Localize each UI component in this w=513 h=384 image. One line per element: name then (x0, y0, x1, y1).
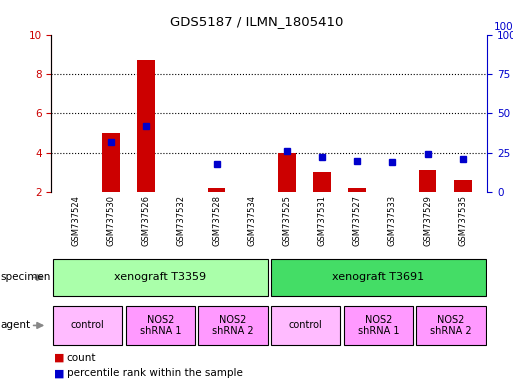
Bar (271, 259, 485, 296)
Bar (454, 180, 471, 192)
Text: specimen: specimen (1, 272, 51, 283)
Text: control: control (71, 320, 105, 331)
Bar (137, 60, 155, 192)
Text: ■: ■ (54, 368, 64, 378)
Bar (208, 188, 225, 192)
Text: ■: ■ (54, 353, 64, 363)
Text: xenograft T3359: xenograft T3359 (114, 272, 206, 283)
Text: agent: agent (1, 320, 31, 331)
Text: percentile rank within the sample: percentile rank within the sample (67, 368, 243, 378)
Text: GDS5187 / ILMN_1805410: GDS5187 / ILMN_1805410 (170, 15, 343, 28)
Bar (53, 259, 267, 296)
Bar (53, 306, 122, 345)
Bar (348, 188, 366, 192)
Bar (344, 306, 413, 345)
Text: NOS2
shRNA 2: NOS2 shRNA 2 (212, 314, 254, 336)
Text: control: control (289, 320, 323, 331)
Text: NOS2
shRNA 1: NOS2 shRNA 1 (140, 314, 181, 336)
Text: NOS2
shRNA 2: NOS2 shRNA 2 (430, 314, 472, 336)
Text: xenograft T3691: xenograft T3691 (332, 272, 424, 283)
Text: NOS2
shRNA 1: NOS2 shRNA 1 (358, 314, 399, 336)
Bar (271, 306, 340, 345)
Bar (419, 170, 437, 192)
Bar (126, 306, 195, 345)
Text: 100%: 100% (495, 22, 513, 32)
Bar (102, 133, 120, 192)
Text: count: count (67, 353, 96, 363)
Bar (417, 306, 485, 345)
Bar (199, 306, 267, 345)
Bar (313, 172, 331, 192)
Bar (278, 153, 295, 192)
